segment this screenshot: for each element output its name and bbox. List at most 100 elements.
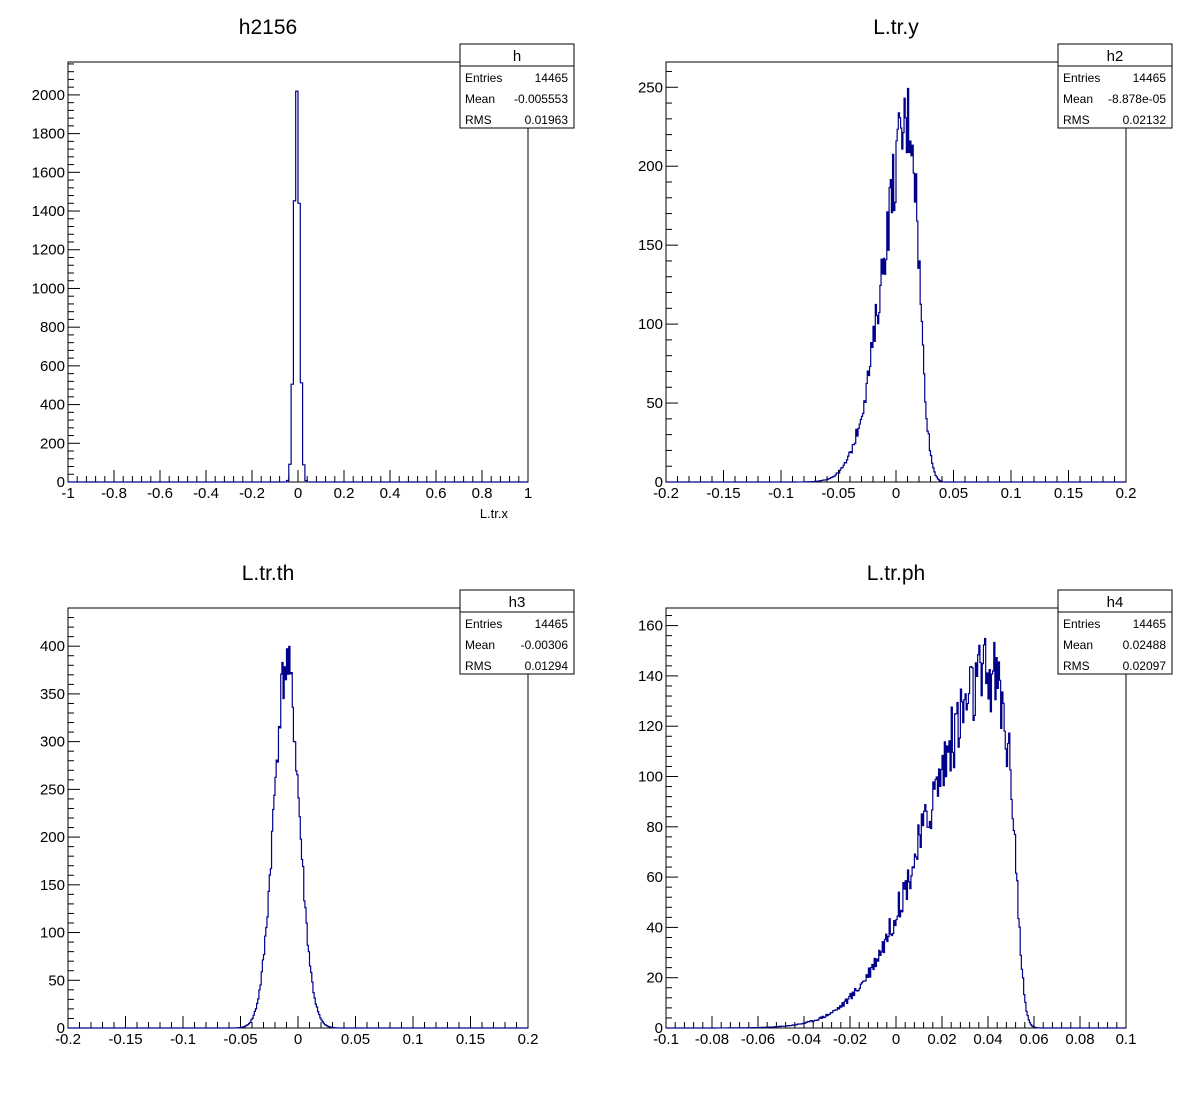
- stats-name: h2: [1107, 48, 1124, 65]
- stats-label: Entries: [1063, 71, 1100, 85]
- y-tick-label: 60: [646, 869, 663, 886]
- x-tick-label: 0.06: [1019, 1031, 1048, 1048]
- y-tick-label: 1400: [32, 203, 65, 220]
- y-tick-label: 1800: [32, 126, 65, 143]
- stats-label: RMS: [1063, 659, 1090, 673]
- stats-value: 14465: [535, 71, 569, 85]
- stats-value: 14465: [1133, 71, 1167, 85]
- stats-value: 14465: [1133, 617, 1167, 631]
- x-tick-label: -0.15: [108, 1031, 142, 1048]
- histogram-line: [68, 645, 528, 1029]
- stats-label: Entries: [465, 71, 502, 85]
- x-tick-label: 0.2: [334, 485, 355, 502]
- y-tick-label: 600: [40, 358, 65, 375]
- pad-1: h2156 -1 -0.8 -0.6 -0.4 -0.2 0 0.2 0.4 0.6 0.8 1 0 20…: [0, 0, 598, 546]
- x-tick-label: 0: [892, 1031, 900, 1048]
- plot-frame: [665, 61, 1127, 483]
- x-tick-label: -1: [61, 485, 74, 502]
- y-tick-label: 400: [40, 638, 65, 655]
- stats-value: 0.02488: [1123, 638, 1167, 652]
- y-tick-label: 0: [655, 474, 663, 491]
- x-tick-label: 0.15: [1054, 485, 1083, 502]
- x-tick-label: -0.1: [768, 485, 794, 502]
- stats-label: Mean: [1063, 638, 1093, 652]
- stats-value: 0.01294: [525, 659, 569, 673]
- x-tick-label: -0.2: [239, 485, 265, 502]
- chart-title: L.tr.y: [873, 16, 919, 39]
- x-tick-label: 0: [294, 1031, 302, 1048]
- stats-name: h3: [509, 594, 526, 611]
- histogram-l-tr-y: L.tr.y -0.2 -0.15 -0.1 -0.05 0 0.05 0.1 0.15 0.2 0…: [638, 16, 1173, 502]
- y-tick-label: 100: [40, 925, 65, 942]
- histogram-h2156: h2156 -1 -0.8 -0.6 -0.4 -0.2 0 0.2 0.4 0.6 0.8 1 0 20…: [32, 16, 575, 521]
- stats-value: -0.00306: [521, 638, 569, 652]
- x-tick-label: 0.05: [341, 1031, 370, 1048]
- x-tick-label: -0.06: [741, 1031, 775, 1048]
- x-tick-label: 0.15: [456, 1031, 485, 1048]
- y-tick-label: 300: [40, 734, 65, 751]
- stats-value: 0.01963: [525, 113, 569, 127]
- stats-label: Entries: [465, 617, 502, 631]
- y-tick-label: 150: [638, 237, 663, 254]
- histogram-line: [665, 637, 1126, 1029]
- x-tick-label: -0.08: [695, 1031, 729, 1048]
- x-tick-label: 0.08: [1065, 1031, 1094, 1048]
- stats-box: h4 Entries 14465 Mean 0.02488 RMS 0.02097: [1057, 589, 1173, 675]
- x-tick-label: 0.4: [380, 485, 401, 502]
- stats-value: -0.005553: [514, 92, 568, 106]
- y-tick-label: 100: [638, 769, 663, 786]
- y-tick-label: 20: [646, 970, 663, 987]
- y-tick-label: 1600: [32, 164, 65, 181]
- stats-value: -8.878e-05: [1108, 92, 1166, 106]
- stats-value: 14465: [535, 617, 569, 631]
- x-tick-label: -0.4: [193, 485, 219, 502]
- stats-box: h2 Entries 14465 Mean -8.878e-05 RMS 0.02132: [1057, 43, 1173, 129]
- pad-3: L.tr.th -0.2 -0.15 -0.1 -0.05 0 0.05 0.1 0.15 0.2…: [0, 546, 598, 1092]
- stats-label: RMS: [465, 113, 492, 127]
- histogram-l-tr-ph: L.tr.ph -0.1 -0.08 -0.06 -0.04 -0.02 0 0.02 0.04…: [638, 562, 1173, 1048]
- y-tick-label: 200: [40, 435, 65, 452]
- stats-value: 0.02097: [1123, 659, 1167, 673]
- stats-box: h Entries 14465 Mean -0.005553 RMS 0.01963: [459, 43, 575, 129]
- stats-value: 0.02132: [1123, 113, 1167, 127]
- x-tick-label: 0.1: [403, 1031, 424, 1048]
- x-tick-label: 0.8: [472, 485, 493, 502]
- x-tick-label: -0.05: [223, 1031, 257, 1048]
- y-tick-label: 0: [57, 1020, 65, 1037]
- x-tick-label: -0.8: [101, 485, 127, 502]
- pad-4: L.tr.ph -0.1 -0.08 -0.06 -0.04 -0.02 0 0.02 0.04…: [598, 546, 1196, 1092]
- x-tick-label: 0.1: [1001, 485, 1022, 502]
- x-tick-label: 0.6: [426, 485, 447, 502]
- x-tick-label: 0.2: [518, 1031, 539, 1048]
- chart-title: h2156: [239, 16, 297, 39]
- histogram-line: [666, 87, 1126, 483]
- stats-name: h: [513, 48, 521, 65]
- y-tick-label: 100: [638, 316, 663, 333]
- y-tick-label: 800: [40, 319, 65, 336]
- plot-frame: [67, 607, 529, 1029]
- y-tick-label: 40: [646, 919, 663, 936]
- y-tick-label: 200: [40, 829, 65, 846]
- x-tick-label: -0.2: [55, 1031, 81, 1048]
- y-tick-label: 50: [48, 972, 65, 989]
- x-tick-label: 0: [294, 485, 302, 502]
- x-tick-label: 0.04: [973, 1031, 1002, 1048]
- y-tick-label: 120: [638, 718, 663, 735]
- y-tick-label: 1200: [32, 242, 65, 259]
- x-tick-label: -0.05: [821, 485, 855, 502]
- y-tick-label: 150: [40, 877, 65, 894]
- x-tick-label: 0.1: [1116, 1031, 1137, 1048]
- x-tick-label: -0.1: [170, 1031, 196, 1048]
- pad-2: L.tr.y -0.2 -0.15 -0.1 -0.05 0 0.05 0.1 0.15 0.2 0…: [598, 0, 1196, 546]
- stats-label: Mean: [1063, 92, 1093, 106]
- x-axis-label: L.tr.x: [480, 506, 509, 521]
- y-tick-label: 0: [655, 1020, 663, 1037]
- y-tick-label: 350: [40, 686, 65, 703]
- x-tick-label: -0.04: [787, 1031, 821, 1048]
- y-tick-label: 400: [40, 397, 65, 414]
- plot-frame: [665, 607, 1127, 1029]
- y-tick-label: 160: [638, 618, 663, 635]
- stats-label: Mean: [465, 638, 495, 652]
- stats-box: h3 Entries 14465 Mean -0.00306 RMS 0.01294: [459, 589, 575, 675]
- x-tick-label: 1: [524, 485, 532, 502]
